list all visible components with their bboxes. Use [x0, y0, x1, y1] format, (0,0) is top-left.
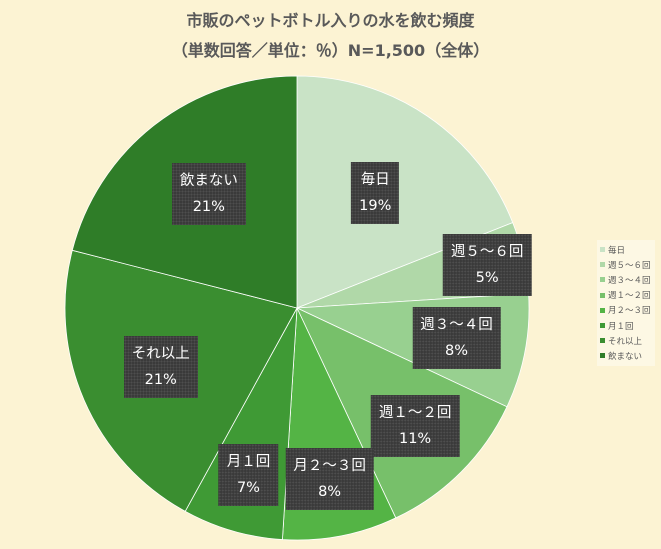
chart-title: 市販のペットボトル入りの水を飲む頻度 （単数回答／単位：％）N=1,500（全体… — [0, 6, 661, 66]
legend-item: 週１～２回 — [597, 288, 655, 303]
legend-swatch — [600, 247, 605, 253]
legend-label: 週５～６回 — [608, 260, 651, 271]
data-label-category: 月２～３回 — [293, 457, 366, 474]
data-label-5: 月１回 7% — [218, 444, 279, 507]
legend-label: 毎日 — [608, 245, 626, 256]
legend-label: 飲まない — [608, 351, 643, 362]
legend-item: 飲まない — [597, 348, 655, 363]
legend: 毎日週５～６回週３～４回週１～２回月２～３回月１回それ以上飲まない — [597, 240, 655, 366]
data-label-4: 月２～３回 8% — [285, 447, 374, 510]
legend-item: 毎日 — [597, 242, 655, 257]
legend-swatch — [600, 262, 605, 268]
data-label-value: 21% — [144, 371, 177, 388]
data-label-category: 毎日 — [360, 171, 390, 188]
legend-label: 週１～２回 — [608, 291, 651, 302]
data-label-0: 毎日 19% — [351, 161, 400, 224]
legend-swatch — [600, 307, 605, 313]
data-label-2: 週３～４回 8% — [412, 307, 501, 370]
data-label-value: 8% — [318, 483, 342, 500]
chart-title-line1: 市販のペットボトル入りの水を飲む頻度 — [186, 11, 475, 30]
legend-item: 月２～３回 — [597, 303, 655, 318]
data-label-category: 月１回 — [226, 454, 271, 471]
legend-item: 週３～４回 — [597, 272, 655, 287]
data-label-value: 8% — [445, 343, 469, 360]
data-label-category: 週３～４回 — [420, 317, 493, 334]
legend-item: 月１回 — [597, 318, 655, 333]
data-label-category: 週１～２回 — [378, 405, 452, 422]
legend-label: 月２～３回 — [608, 306, 651, 317]
data-label-value: 19% — [359, 197, 392, 214]
legend-item: 週５～６回 — [597, 257, 655, 272]
data-label-value: 21% — [192, 199, 225, 216]
chart-title-line2: （単数回答／単位：％）N=1,500（全体） — [171, 41, 490, 60]
data-label-1: 週５～６回 5% — [442, 234, 532, 297]
data-label-category: 週５～６回 — [450, 244, 524, 261]
data-label-category: それ以上 — [131, 345, 190, 362]
data-label-category: 飲まない — [179, 173, 238, 190]
legend-item: それ以上 — [597, 333, 655, 348]
data-label-3: 週１～２回 11% — [370, 395, 460, 458]
data-label-7: 飲まない 21% — [171, 163, 246, 226]
data-label-6: それ以上 21% — [123, 335, 198, 398]
legend-swatch — [600, 292, 605, 298]
legend-swatch — [600, 323, 605, 329]
data-label-value: 7% — [236, 480, 260, 497]
data-label-value: 5% — [475, 270, 499, 287]
pie-slice-0 — [296, 75, 514, 309]
legend-swatch — [600, 353, 605, 359]
legend-label: 月１回 — [608, 321, 634, 332]
legend-label: それ以上 — [608, 336, 643, 347]
legend-label: 週３～４回 — [608, 275, 651, 286]
legend-swatch — [600, 338, 605, 344]
legend-swatch — [600, 277, 605, 283]
data-label-value: 11% — [398, 431, 432, 448]
